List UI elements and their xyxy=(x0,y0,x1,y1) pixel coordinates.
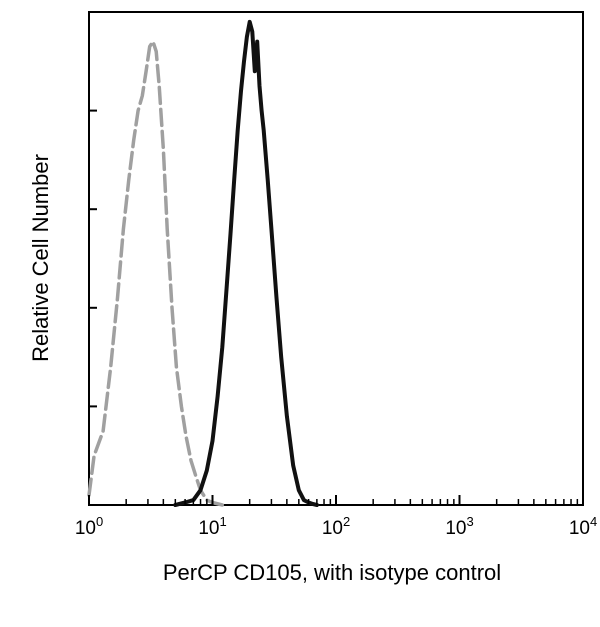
x-axis-title: PerCP CD105, with isotype control xyxy=(163,560,501,585)
x-tick-label: 104 xyxy=(569,514,597,539)
y-axis-title: Relative Cell Number xyxy=(28,154,53,362)
x-tick-label: 102 xyxy=(322,514,350,539)
cd105-stained-line xyxy=(173,19,319,507)
axes: 100 101 102 103 104 xyxy=(75,11,597,539)
isotype-control-line xyxy=(87,39,225,507)
series-group xyxy=(87,19,319,507)
x-tick-label: 103 xyxy=(445,514,473,539)
plot-frame xyxy=(88,11,584,506)
plot-area xyxy=(88,11,584,506)
x-tick-label: 100 xyxy=(75,514,103,539)
x-tick-label: 101 xyxy=(198,514,226,539)
